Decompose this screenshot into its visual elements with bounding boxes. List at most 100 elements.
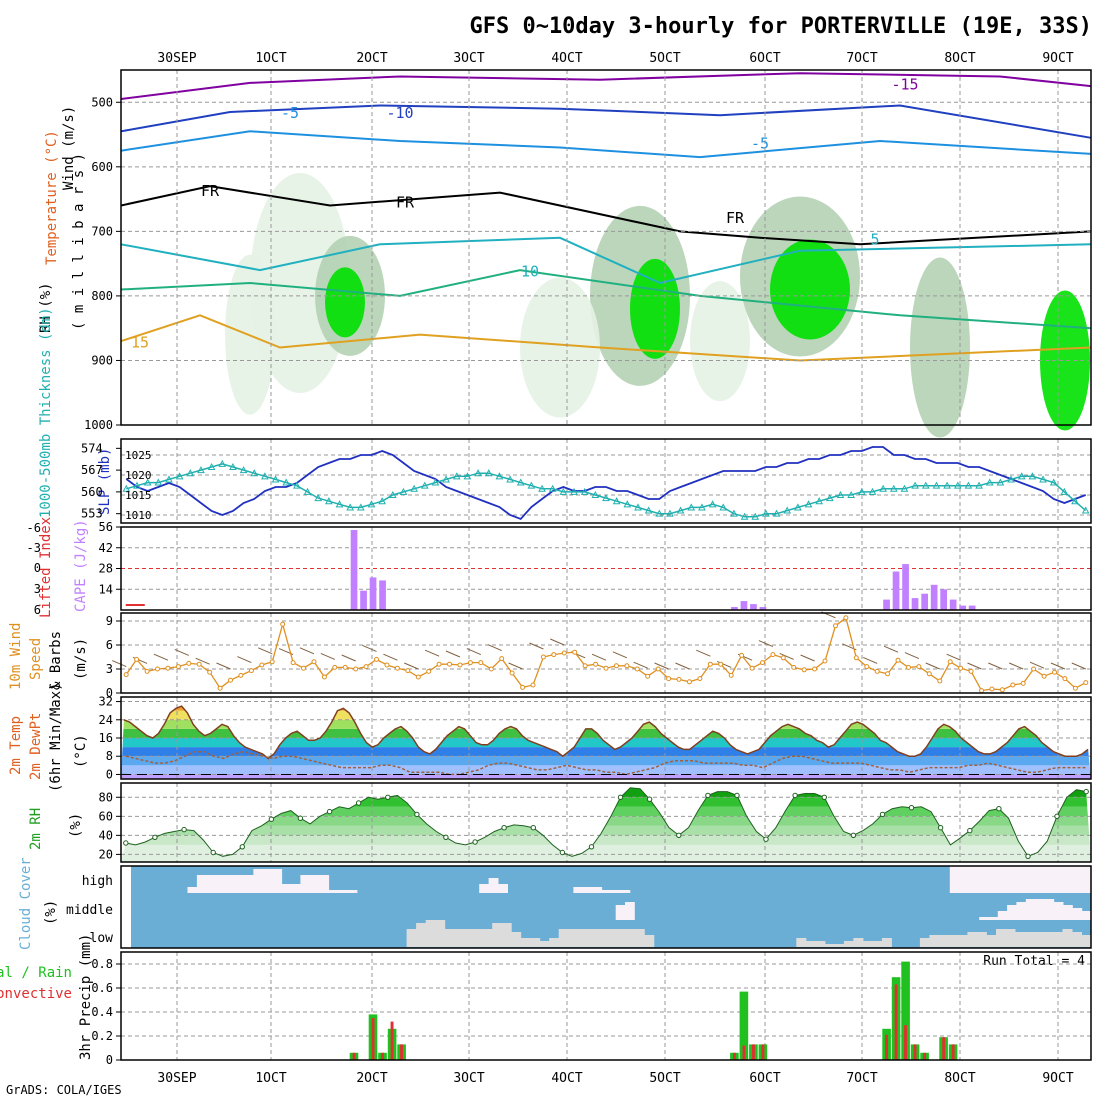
wind-barb-82 [967,662,982,670]
rh-point-27 [385,794,391,800]
precip-conv-bar-65 [742,1045,746,1060]
li-tick-4: 6 [34,603,41,617]
thickness-point-27 [410,484,418,492]
time-label-top-0: 30SEP [157,51,196,66]
cloud-low-71 [805,941,816,947]
time-label-top-9: 9OCT [1042,51,1073,66]
cloud-low-72 [815,941,826,947]
wind-barb-22 [341,654,356,662]
cape-bar-6 [750,604,757,610]
time-label-bottom-2: 2OCT [356,1071,387,1086]
wind-speed-point-63 [780,655,786,661]
wind-speed-point-9 [217,685,223,691]
rh-point-0 [123,840,129,846]
thickness-point-80 [975,481,983,489]
cape-tick-1: 28 [99,562,113,576]
thickness-point-7 [197,466,205,474]
wind-speed-point-6 [186,660,192,666]
cape-bar-5 [740,601,748,610]
rh-point-87 [967,827,973,834]
thickness-point-23 [367,500,376,508]
cloud-low-45 [558,929,569,947]
temp-label-unit: (°C) [73,734,89,768]
thickness-point-63 [794,503,802,511]
isotherm-plus10 [120,269,1092,330]
thickness-point-62 [783,506,792,514]
temperature-band-0 [121,774,1091,779]
cape-bar-3 [379,580,386,610]
cloud-high-9 [215,875,226,893]
cloud-middle-53 [625,902,635,920]
thickness-point-88 [1060,487,1069,495]
rh-point-9 [210,849,216,856]
credit: GrADS: COLA/IGES [6,1083,122,1097]
cloud-high-50 [601,890,612,893]
cloud-middle-100 [1063,905,1073,920]
rh-area-0 [250,173,350,393]
temp-tick-2: 16 [99,731,113,745]
thickness-point-19 [325,497,333,505]
pressure-tick-3: 800 [91,289,113,303]
thickness-point-69 [857,487,866,495]
time-label-bottom-7: 7OCT [846,1071,877,1086]
cloud-cover-panel: high middle low [66,865,1092,949]
rh-area-2 [325,267,365,338]
cloud-high-87 [949,866,960,893]
wind-speed-point-8 [207,669,213,675]
wind-speed-point-31 [447,661,452,667]
wind-speed-point-54 [686,679,692,685]
cape-bar-1 [360,590,367,610]
thickness-point-65 [815,497,824,505]
slp-line [125,446,1087,521]
wind-barb-72 [862,656,878,664]
thickness-point-70 [868,487,877,495]
time-label-bottom-0: 30SEP [157,1071,196,1086]
cloud-low-75 [843,941,854,947]
contour-label-5: FR [396,193,415,211]
rh-band-2 [121,825,1091,836]
pressure-tick-4: 900 [91,353,113,367]
cloud-high-14 [262,869,273,893]
rh-point-60 [705,792,711,799]
wind-barb-64 [779,652,794,660]
cloud-high-38 [488,878,499,893]
wind-barb-84 [988,662,1003,670]
precip-conv-bar-29 [400,1044,403,1060]
thickness-point-13 [261,472,269,480]
cloud-low-96 [1043,932,1054,947]
cloud-high-12 [243,875,254,893]
thickness-point-75 [921,481,930,489]
wind-barb-42 [550,638,565,646]
wind-speed-point-66 [812,666,818,672]
wind-barb-18 [299,647,315,655]
thickness-point-44 [591,490,600,498]
wind-speed-point-10 [228,677,233,683]
cloud-middle-94 [1007,905,1017,920]
cloud-low-94 [1024,932,1035,947]
cape-bar-7 [759,607,767,610]
wind-speed-point-85 [1010,682,1016,688]
wind-barb-8 [195,657,210,665]
temperature-band-1 [121,765,1091,775]
upper-air-panel: -15 -10 -5 -5 FR FR FR 5 10 15 500 600 700 800 900 1000 [84,69,1092,438]
thickness-point-12 [250,469,259,477]
contour-label-3: -5 [751,135,769,153]
wind-speed-point-81 [968,668,974,674]
precip-conv-bar-83 [913,1044,917,1060]
time-label-bottom-3: 3OCT [453,1071,484,1086]
wind-tick-2: 6 [106,638,113,652]
wind-speed-point-5 [175,664,181,670]
wind-speed-point-72 [874,668,880,674]
temperature-line [123,705,1089,760]
thickness-point-0 [122,484,131,492]
thickness-point-53 [687,503,696,511]
cloud-high-93 [1006,866,1017,893]
isotherm-minus15 [120,72,1092,100]
thickness-point-26 [399,487,408,495]
cloud-low-95 [1034,932,1044,947]
temperature-band-2 [121,756,1091,766]
cloud-low-53 [634,929,645,947]
wind-speed-point-83 [989,686,995,692]
cloud-low-74 [834,944,845,947]
precip-total-label: Total / Rain [0,965,72,981]
